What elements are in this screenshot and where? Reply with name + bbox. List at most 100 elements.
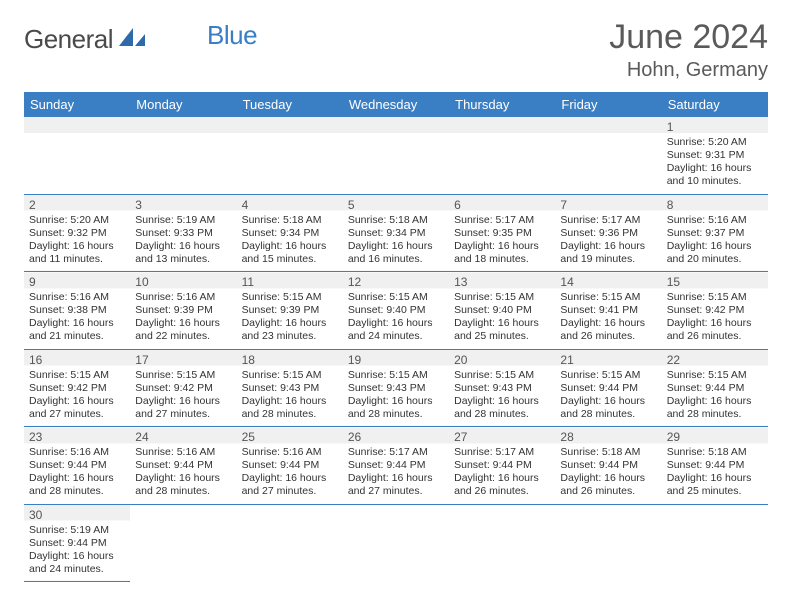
calendar-row: 16Sunrise: 5:15 AMSunset: 9:42 PMDayligh… [24,349,768,427]
sunset-line: Sunset: 9:44 PM [29,537,125,550]
daylight-line: Daylight: 16 hours and 13 minutes. [135,240,231,266]
sunrise-line: Sunrise: 5:19 AM [29,524,125,537]
day-number: 16 [29,353,125,368]
day-cell: 21Sunrise: 5:15 AMSunset: 9:44 PMDayligh… [555,349,661,427]
sunrise-line: Sunrise: 5:15 AM [454,369,550,382]
day-cell: 6Sunrise: 5:17 AMSunset: 9:35 PMDaylight… [449,194,555,272]
day-cell: 4Sunrise: 5:18 AMSunset: 9:34 PMDaylight… [237,194,343,272]
sunrise-line: Sunrise: 5:15 AM [560,291,656,304]
sunset-line: Sunset: 9:31 PM [667,149,763,162]
day-number: 27 [454,430,550,445]
calendar-row: 9Sunrise: 5:16 AMSunset: 9:38 PMDaylight… [24,272,768,350]
daylight-line: Daylight: 16 hours and 27 minutes. [135,395,231,421]
day-number: 20 [454,353,550,368]
title-block: June 2024 Hohn, Germany [609,18,768,82]
logo-sail-icon [117,26,147,48]
daylight-line: Daylight: 16 hours and 27 minutes. [348,472,444,498]
logo-text-blue: Blue [207,20,257,51]
day-cell: 14Sunrise: 5:15 AMSunset: 9:41 PMDayligh… [555,272,661,350]
sunset-line: Sunset: 9:34 PM [348,227,444,240]
blank-cell [555,504,661,582]
month-title: June 2024 [609,18,768,57]
location-label: Hohn, Germany [609,59,768,82]
day-cell: 24Sunrise: 5:16 AMSunset: 9:44 PMDayligh… [130,427,236,505]
day-cell: 15Sunrise: 5:15 AMSunset: 9:42 PMDayligh… [662,272,768,350]
daylight-line: Daylight: 16 hours and 26 minutes. [667,317,763,343]
sunset-line: Sunset: 9:36 PM [560,227,656,240]
day-cell: 13Sunrise: 5:15 AMSunset: 9:40 PMDayligh… [449,272,555,350]
calendar-row: 30Sunrise: 5:19 AMSunset: 9:44 PMDayligh… [24,504,768,582]
sunrise-line: Sunrise: 5:17 AM [348,446,444,459]
blank-cell [130,117,236,194]
daylight-line: Daylight: 16 hours and 11 minutes. [29,240,125,266]
sunrise-line: Sunrise: 5:18 AM [242,214,338,227]
blank-cell [24,117,130,194]
daylight-line: Daylight: 16 hours and 26 minutes. [454,472,550,498]
day-cell: 10Sunrise: 5:16 AMSunset: 9:39 PMDayligh… [130,272,236,350]
day-number: 18 [242,353,338,368]
day-number: 2 [29,198,125,213]
daylight-line: Daylight: 16 hours and 18 minutes. [454,240,550,266]
blank-cell [449,117,555,194]
sunrise-line: Sunrise: 5:18 AM [348,214,444,227]
blank-cell [343,504,449,582]
day-cell: 9Sunrise: 5:16 AMSunset: 9:38 PMDaylight… [24,272,130,350]
day-number: 1 [667,120,763,135]
daylight-line: Daylight: 16 hours and 25 minutes. [454,317,550,343]
day-cell: 3Sunrise: 5:19 AMSunset: 9:33 PMDaylight… [130,194,236,272]
calendar-row: 1Sunrise: 5:20 AMSunset: 9:31 PMDaylight… [24,117,768,194]
day-number: 12 [348,275,444,290]
day-number: 11 [242,275,338,290]
daylight-line: Daylight: 16 hours and 28 minutes. [348,395,444,421]
sunrise-line: Sunrise: 5:15 AM [454,291,550,304]
sunset-line: Sunset: 9:33 PM [135,227,231,240]
day-number: 15 [667,275,763,290]
day-cell: 1Sunrise: 5:20 AMSunset: 9:31 PMDaylight… [662,117,768,194]
daylight-line: Daylight: 16 hours and 20 minutes. [667,240,763,266]
day-number: 29 [667,430,763,445]
logo: GeneralBlue [24,24,257,55]
sunrise-line: Sunrise: 5:17 AM [454,214,550,227]
sunrise-line: Sunrise: 5:16 AM [135,446,231,459]
day-number: 8 [667,198,763,213]
weekday-header-row: SundayMondayTuesdayWednesdayThursdayFrid… [24,92,768,117]
day-number: 6 [454,198,550,213]
weekday-header: Wednesday [343,92,449,117]
day-cell: 8Sunrise: 5:16 AMSunset: 9:37 PMDaylight… [662,194,768,272]
sunrise-line: Sunrise: 5:17 AM [560,214,656,227]
day-cell: 12Sunrise: 5:15 AMSunset: 9:40 PMDayligh… [343,272,449,350]
sunset-line: Sunset: 9:42 PM [667,304,763,317]
day-number: 4 [242,198,338,213]
daylight-line: Daylight: 16 hours and 28 minutes. [242,395,338,421]
sunset-line: Sunset: 9:43 PM [242,382,338,395]
sunset-line: Sunset: 9:43 PM [348,382,444,395]
calendar-page: GeneralBlue June 2024 Hohn, Germany Sund… [0,0,792,612]
sunrise-line: Sunrise: 5:15 AM [135,369,231,382]
sunrise-line: Sunrise: 5:15 AM [29,369,125,382]
day-cell: 28Sunrise: 5:18 AMSunset: 9:44 PMDayligh… [555,427,661,505]
day-cell: 5Sunrise: 5:18 AMSunset: 9:34 PMDaylight… [343,194,449,272]
daylight-line: Daylight: 16 hours and 23 minutes. [242,317,338,343]
daylight-line: Daylight: 16 hours and 16 minutes. [348,240,444,266]
sunrise-line: Sunrise: 5:15 AM [667,369,763,382]
day-number: 5 [348,198,444,213]
day-number: 19 [348,353,444,368]
daylight-line: Daylight: 16 hours and 28 minutes. [135,472,231,498]
daylight-line: Daylight: 16 hours and 24 minutes. [29,550,125,576]
daylight-line: Daylight: 16 hours and 28 minutes. [454,395,550,421]
logo-text-general: General [24,24,113,55]
daylight-line: Daylight: 16 hours and 15 minutes. [242,240,338,266]
calendar-row: 2Sunrise: 5:20 AMSunset: 9:32 PMDaylight… [24,194,768,272]
blank-cell [130,504,236,582]
sunset-line: Sunset: 9:44 PM [135,459,231,472]
sunset-line: Sunset: 9:44 PM [242,459,338,472]
daylight-line: Daylight: 16 hours and 19 minutes. [560,240,656,266]
blank-cell [343,117,449,194]
sunset-line: Sunset: 9:39 PM [242,304,338,317]
day-cell: 29Sunrise: 5:18 AMSunset: 9:44 PMDayligh… [662,427,768,505]
day-number: 17 [135,353,231,368]
day-number: 3 [135,198,231,213]
day-number: 10 [135,275,231,290]
daylight-line: Daylight: 16 hours and 28 minutes. [667,395,763,421]
sunrise-line: Sunrise: 5:15 AM [348,369,444,382]
